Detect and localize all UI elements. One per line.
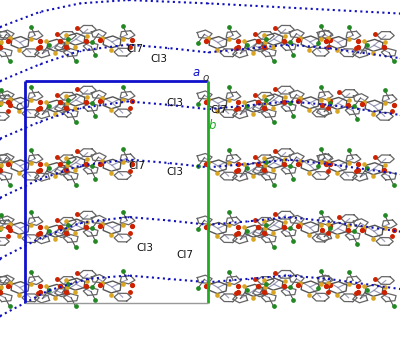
Text: Cl7: Cl7 <box>126 44 143 54</box>
Text: Cl3: Cl3 <box>150 54 167 64</box>
Text: o: o <box>203 73 209 83</box>
Text: Cl3: Cl3 <box>166 167 183 177</box>
Text: Cl3: Cl3 <box>136 243 153 254</box>
Text: Cl7: Cl7 <box>210 105 227 115</box>
Text: Cl7: Cl7 <box>128 161 145 171</box>
Text: c: c <box>16 100 22 113</box>
Text: b: b <box>208 119 216 131</box>
Text: Cl7: Cl7 <box>176 250 193 260</box>
Text: a: a <box>192 66 200 79</box>
Text: Cl3: Cl3 <box>166 98 183 108</box>
